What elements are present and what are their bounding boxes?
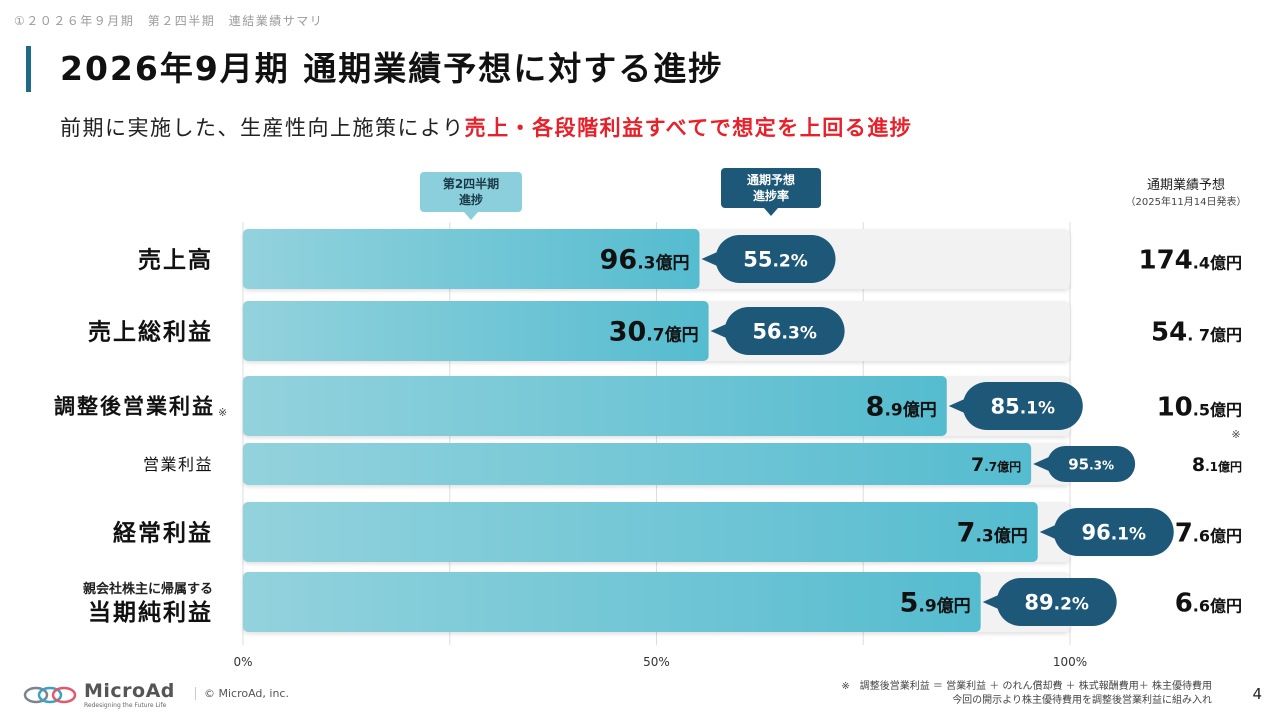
x-tick-label: 100%	[1053, 655, 1087, 669]
subtitle-highlight: 売上・各段階利益すべてで想定を上回る進捗	[464, 116, 913, 140]
title-accent-bar	[26, 46, 31, 92]
x-tick-label: 0%	[233, 655, 252, 669]
bubble-pointer	[701, 251, 720, 267]
company-name: MicroAd	[84, 680, 175, 702]
company-logo: MicroAd Redesigning the Future Life	[22, 680, 175, 709]
page-number: 4	[1252, 685, 1262, 703]
microad-logo-icon	[23, 686, 77, 703]
forecast-value-label: 54. 7億円	[1151, 317, 1242, 347]
forecast-header-title: 通期業績予想	[1146, 178, 1225, 193]
subtitle-normal: 前期に実施した、生産性向上施策により	[60, 116, 465, 140]
footnote: ※ 調整後営業利益 ＝ 営業利益 ＋ のれん償却費 ＋ 株式報酬費用＋ 株主優待…	[841, 680, 1212, 708]
category-label: 当期純利益	[88, 599, 213, 626]
progress-rate-bubble: 96.1%	[1039, 508, 1174, 556]
forecast-rate-callout: 通期予想 進捗率	[721, 168, 821, 216]
q2-value-label: 96.3億円	[600, 245, 690, 276]
category-label: 経常利益	[113, 519, 213, 546]
page-subtitle: 前期に実施した、生産性向上施策により売上・各段階利益すべてで想定を上回る進捗	[60, 112, 912, 142]
progress-rate-bubble: 85.1%	[948, 382, 1083, 430]
bubble-pointer	[948, 398, 967, 414]
bubble-body	[996, 578, 1117, 626]
bubble-body	[1053, 508, 1174, 556]
q2-progress-callout: 第2四半期 進捗	[420, 172, 522, 220]
page-title: 2026年9月期 通期業績予想に対する進捗	[60, 49, 724, 88]
progress-bar	[243, 376, 947, 436]
forecast-value-label: 10.5億円	[1157, 392, 1242, 422]
q2-value-label: 30.7億円	[609, 317, 699, 348]
company-tagline: Redesigning the Future Life	[84, 702, 167, 709]
progress-rate-bubble: 56.3%	[710, 307, 845, 355]
progress-rate-label: 56.3%	[752, 320, 817, 344]
progress-bar	[243, 572, 981, 632]
category-prefix: 親会社株主に帰属する	[83, 581, 213, 597]
progress-rate-bubble: 89.2%	[982, 578, 1117, 626]
footnote-line2: 今回の開示より株主優待費用を調整後営業利益に組み入れ	[952, 695, 1212, 706]
forecast-header-date: （2025年11月14日発表）	[1125, 197, 1247, 208]
bubble-pointer	[1039, 524, 1058, 540]
forecast-value-label: 174.4億円	[1139, 245, 1243, 275]
bubble-pointer	[1033, 456, 1052, 472]
q2-value-label: 7.3億円	[957, 518, 1028, 549]
q2-value-label: 8.9億円	[866, 392, 937, 423]
category-label: 営業利益	[143, 455, 213, 474]
q2-callout-line2: 進捗	[458, 193, 483, 207]
progress-rate-label: 96.1%	[1081, 521, 1146, 545]
rate-callout-line1: 通期予想	[746, 173, 795, 187]
bubble-pointer	[710, 323, 729, 339]
breadcrumb: ①２０２６年９月期 第２四半期 連結業績サマリ	[14, 14, 324, 28]
progress-rate-label: 95.3%	[1068, 455, 1114, 473]
progress-bar	[243, 502, 1038, 562]
category-label: 売上総利益	[88, 318, 213, 345]
category-note: ※	[218, 406, 227, 419]
progress-rate-label: 89.2%	[1024, 591, 1089, 615]
rate-callout-line2: 進捗率	[752, 189, 789, 203]
footnote-line1: ※ 調整後営業利益 ＝ 営業利益 ＋ のれん償却費 ＋ 株式報酬費用＋ 株主優待…	[841, 681, 1212, 692]
progress-bar	[243, 229, 700, 289]
bubble-body	[715, 235, 836, 283]
bubble-body	[1047, 446, 1136, 482]
category-label: 調整後営業利益	[54, 395, 215, 419]
q2-value-label: 5.9億円	[900, 588, 971, 619]
progress-rate-label: 55.2%	[743, 248, 808, 272]
progress-bar	[243, 301, 709, 361]
bubble-body	[962, 382, 1083, 430]
q2-value-label: 7.7億円	[971, 454, 1021, 476]
bubble-body	[724, 307, 845, 355]
forecast-note: ※	[1231, 428, 1240, 441]
forecast-header: 通期業績予想 （2025年11月14日発表）	[1101, 177, 1271, 211]
forecast-value-label: 6.6億円	[1175, 588, 1242, 618]
x-tick-label: 50%	[643, 655, 670, 669]
copyright: © MicroAd, inc.	[195, 687, 289, 700]
progress-rate-bubble: 55.2%	[701, 235, 836, 283]
forecast-value-label: 7.6億円	[1175, 518, 1242, 548]
progress-rate-bubble: 95.3%	[1033, 446, 1136, 482]
q2-callout-line1: 第2四半期	[442, 177, 500, 191]
progress-rate-label: 85.1%	[990, 395, 1055, 419]
progress-bar	[243, 443, 1032, 485]
forecast-value-label: 8.1億円	[1192, 454, 1242, 476]
category-label: 売上高	[138, 246, 213, 273]
bubble-pointer	[982, 594, 1001, 610]
